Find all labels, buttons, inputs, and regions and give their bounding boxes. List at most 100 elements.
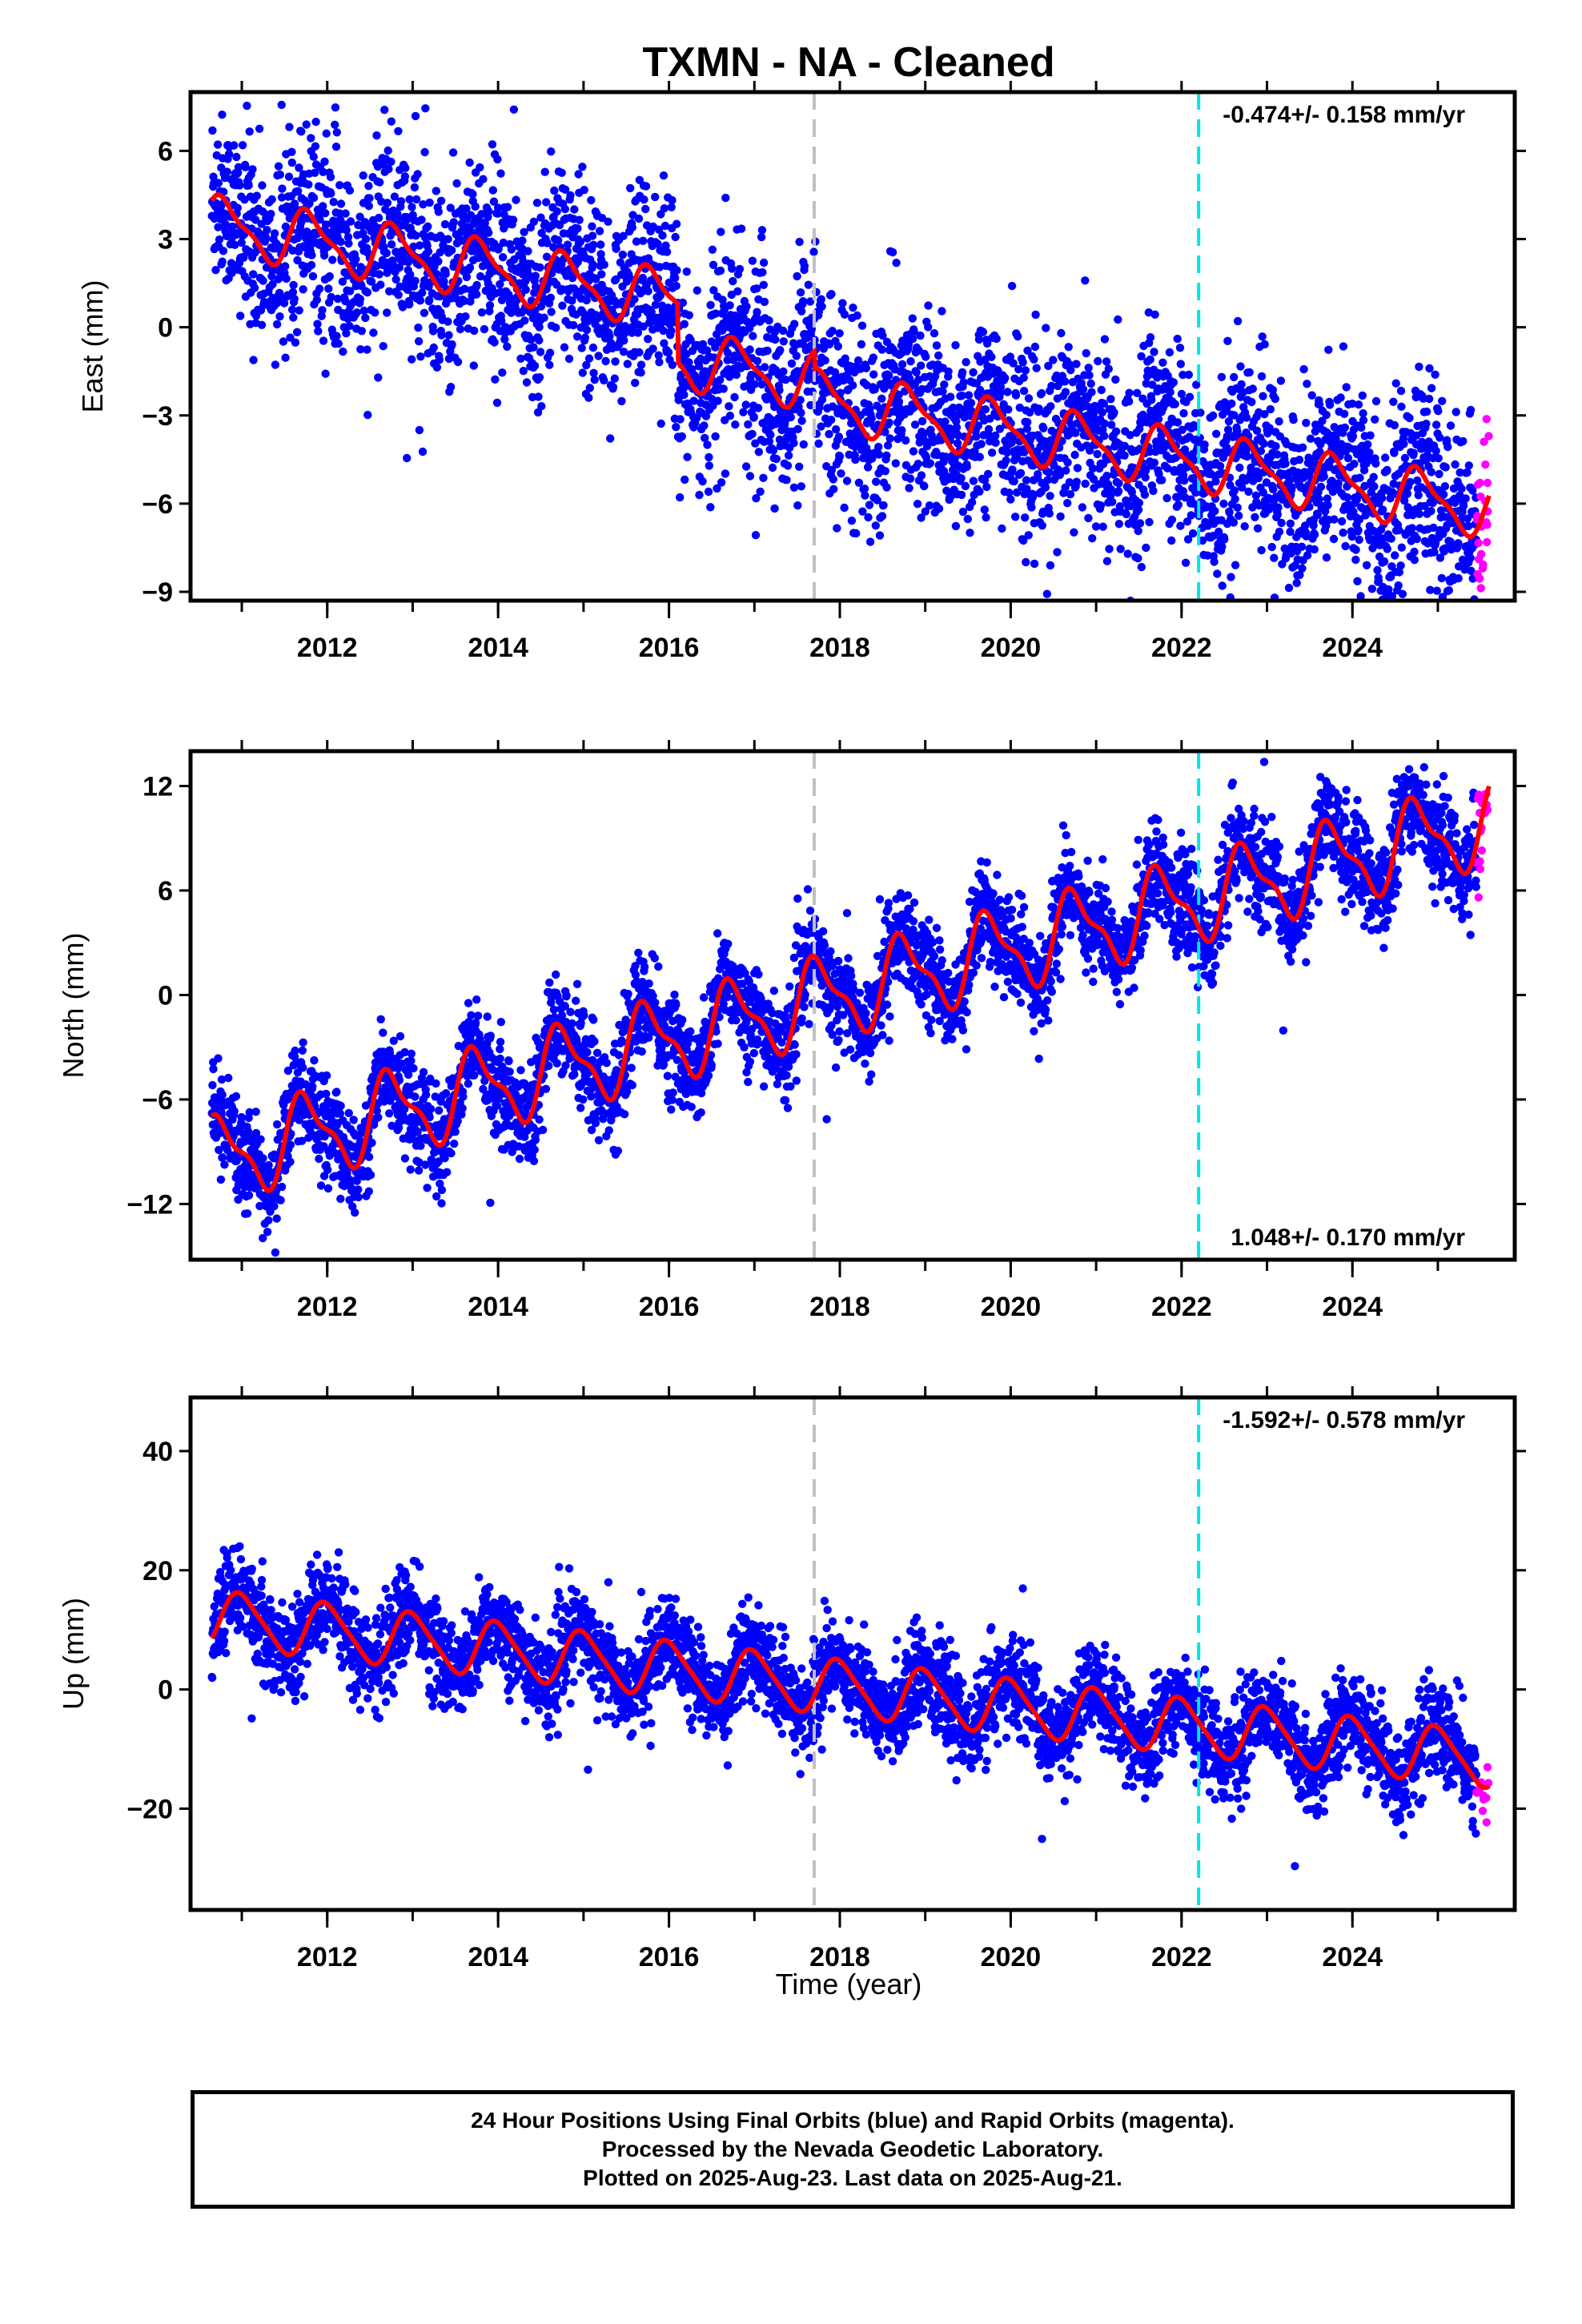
- final-orbit-point: [667, 203, 676, 211]
- final-orbit-point: [316, 1181, 326, 1190]
- final-orbit-point: [440, 219, 450, 229]
- final-orbit-point: [1042, 324, 1050, 332]
- final-orbit-point: [401, 163, 410, 172]
- final-orbit-point: [1176, 360, 1186, 368]
- final-orbit-point: [342, 226, 351, 235]
- final-orbit-point: [294, 187, 303, 195]
- final-orbit-point: [698, 476, 707, 486]
- final-orbit-point: [867, 414, 876, 423]
- final-orbit-point: [1431, 446, 1440, 456]
- final-orbit-point: [237, 1112, 246, 1122]
- final-orbit-point: [1158, 476, 1166, 485]
- final-orbit-point: [962, 462, 971, 472]
- final-orbit-point: [372, 131, 381, 140]
- final-orbit-point: [840, 503, 849, 513]
- final-orbit-point: [536, 263, 544, 272]
- final-orbit-point: [472, 290, 481, 299]
- final-orbit-point: [1114, 487, 1123, 496]
- final-orbit-point: [288, 287, 298, 297]
- final-orbit-point: [476, 163, 484, 172]
- final-orbit-point: [278, 184, 287, 193]
- final-orbit-point: [1389, 397, 1398, 406]
- final-orbit-point: [1126, 633, 1134, 641]
- final-orbit-point: [1251, 513, 1259, 521]
- final-orbit-point: [1012, 488, 1022, 497]
- final-orbit-point: [667, 327, 676, 336]
- final-orbit-point: [1233, 503, 1242, 512]
- final-orbit-point: [1174, 501, 1183, 509]
- final-orbit-point: [543, 239, 552, 247]
- final-orbit-point: [1405, 413, 1414, 423]
- final-orbit-point: [391, 275, 400, 284]
- final-orbit-point: [335, 181, 344, 190]
- final-orbit-point: [1070, 450, 1079, 460]
- final-orbit-point: [909, 447, 918, 456]
- final-orbit-point: [797, 408, 805, 417]
- final-orbit-point: [540, 167, 549, 176]
- rapid-orbit-point: [1476, 478, 1484, 488]
- final-orbit-point: [440, 277, 448, 286]
- final-orbit-point: [795, 237, 804, 247]
- final-orbit-point: [321, 369, 330, 378]
- final-orbit-point: [1149, 486, 1158, 496]
- final-orbit-point: [258, 181, 267, 190]
- final-orbit-point: [1178, 425, 1186, 434]
- final-orbit-point: [660, 339, 669, 348]
- final-orbit-point: [1147, 396, 1156, 404]
- final-orbit-point: [986, 414, 994, 423]
- final-orbit-point: [540, 313, 548, 322]
- final-orbit-point: [308, 1082, 317, 1092]
- final-orbit-point: [293, 234, 303, 243]
- final-orbit-point: [484, 228, 493, 237]
- final-orbit-point: [1034, 470, 1042, 479]
- final-orbit-point: [706, 503, 715, 512]
- final-orbit-point: [1021, 366, 1030, 375]
- final-orbit-point: [1019, 536, 1028, 545]
- final-orbit-point: [1284, 583, 1294, 593]
- final-orbit-point: [1100, 432, 1109, 440]
- final-orbit-point: [1088, 464, 1098, 473]
- final-orbit-point: [461, 312, 470, 321]
- final-orbit-point: [758, 267, 767, 277]
- final-orbit-point: [897, 426, 906, 435]
- final-orbit-point: [1271, 442, 1280, 451]
- final-orbit-point: [689, 396, 698, 405]
- final-orbit-point: [1371, 415, 1379, 424]
- final-orbit-point: [382, 248, 391, 258]
- final-orbit-point: [1302, 532, 1311, 541]
- final-orbit-point: [735, 264, 745, 274]
- final-orbit-point: [395, 263, 404, 272]
- final-orbit-point: [828, 327, 837, 336]
- final-orbit-point: [1358, 391, 1367, 400]
- final-orbit-point: [631, 378, 640, 388]
- final-orbit-point: [363, 287, 372, 297]
- final-orbit-point: [243, 101, 251, 111]
- final-orbit-point: [883, 441, 893, 450]
- final-orbit-point: [259, 276, 267, 285]
- final-orbit-point: [323, 1184, 333, 1193]
- final-orbit-point: [274, 162, 283, 171]
- final-orbit-point: [408, 355, 416, 364]
- final-orbit-point: [1014, 364, 1023, 374]
- final-orbit-point: [1286, 519, 1295, 528]
- final-orbit-point: [1371, 396, 1381, 406]
- final-orbit-point: [921, 352, 930, 361]
- final-orbit-point: [878, 331, 887, 340]
- final-orbit-point: [1244, 487, 1253, 497]
- final-orbit-point: [500, 335, 509, 344]
- final-orbit-point: [413, 170, 422, 179]
- final-orbit-point: [1049, 356, 1058, 364]
- final-orbit-point: [1116, 545, 1125, 553]
- final-orbit-point: [648, 344, 657, 353]
- final-orbit-point: [1220, 535, 1229, 544]
- final-orbit-point: [322, 1089, 331, 1099]
- final-orbit-point: [978, 328, 988, 336]
- final-orbit-point: [751, 439, 760, 448]
- final-orbit-point: [1324, 345, 1333, 354]
- final-orbit-point: [489, 197, 499, 206]
- final-orbit-point: [1257, 545, 1266, 555]
- final-orbit-point: [942, 452, 950, 461]
- final-orbit-point: [1212, 429, 1221, 438]
- final-orbit-point: [748, 429, 757, 439]
- final-orbit-point: [877, 394, 886, 403]
